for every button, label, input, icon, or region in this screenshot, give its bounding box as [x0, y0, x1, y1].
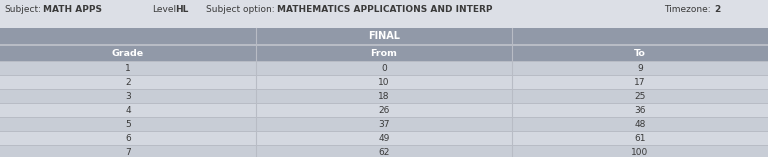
Text: To: To [634, 49, 646, 57]
Bar [0, 89, 768, 90]
Text: 10: 10 [379, 78, 389, 87]
Bar [0, 145, 768, 146]
Text: 61: 61 [634, 134, 646, 143]
Text: 62: 62 [379, 148, 389, 157]
Bar [0, 28, 768, 157]
Bar [0, 103, 768, 104]
Bar [0, 118, 768, 131]
Text: MATH APPS: MATH APPS [43, 5, 102, 14]
Bar [0, 90, 768, 103]
Text: 2: 2 [125, 78, 131, 87]
Text: 37: 37 [379, 120, 389, 129]
Text: Timezone:: Timezone: [664, 5, 710, 14]
Text: 7: 7 [125, 148, 131, 157]
Text: From: From [371, 49, 397, 57]
Bar [0, 132, 768, 145]
Text: 48: 48 [634, 120, 646, 129]
Bar [0, 44, 768, 46]
Bar [0, 104, 768, 117]
Text: HL: HL [175, 5, 188, 14]
Text: 1: 1 [125, 64, 131, 73]
Bar [0, 62, 768, 75]
Text: 5: 5 [125, 120, 131, 129]
Text: 3: 3 [125, 92, 131, 101]
Bar [0, 28, 768, 44]
Bar [0, 75, 768, 76]
Text: 100: 100 [631, 148, 649, 157]
Bar [0, 131, 768, 132]
Text: 4: 4 [125, 106, 131, 115]
Text: 26: 26 [379, 106, 389, 115]
Text: 0: 0 [381, 64, 387, 73]
Text: 18: 18 [379, 92, 389, 101]
Bar [0, 46, 768, 60]
Text: 17: 17 [634, 78, 646, 87]
Text: Grade: Grade [112, 49, 144, 57]
Text: FINAL: FINAL [368, 31, 400, 41]
Text: 49: 49 [379, 134, 389, 143]
Bar [0, 76, 768, 89]
Text: Subject:: Subject: [4, 5, 41, 14]
Text: Subject option:: Subject option: [206, 5, 275, 14]
Text: 25: 25 [634, 92, 646, 101]
Text: 2: 2 [714, 5, 720, 14]
Bar [0, 146, 768, 157]
Bar [0, 60, 768, 62]
Bar [0, 117, 768, 118]
Text: 36: 36 [634, 106, 646, 115]
Text: Level:: Level: [152, 5, 179, 14]
Text: 6: 6 [125, 134, 131, 143]
Text: MATHEMATICS APPLICATIONS AND INTERP: MATHEMATICS APPLICATIONS AND INTERP [277, 5, 492, 14]
Text: 9: 9 [637, 64, 643, 73]
Bar [0, 0, 768, 20]
